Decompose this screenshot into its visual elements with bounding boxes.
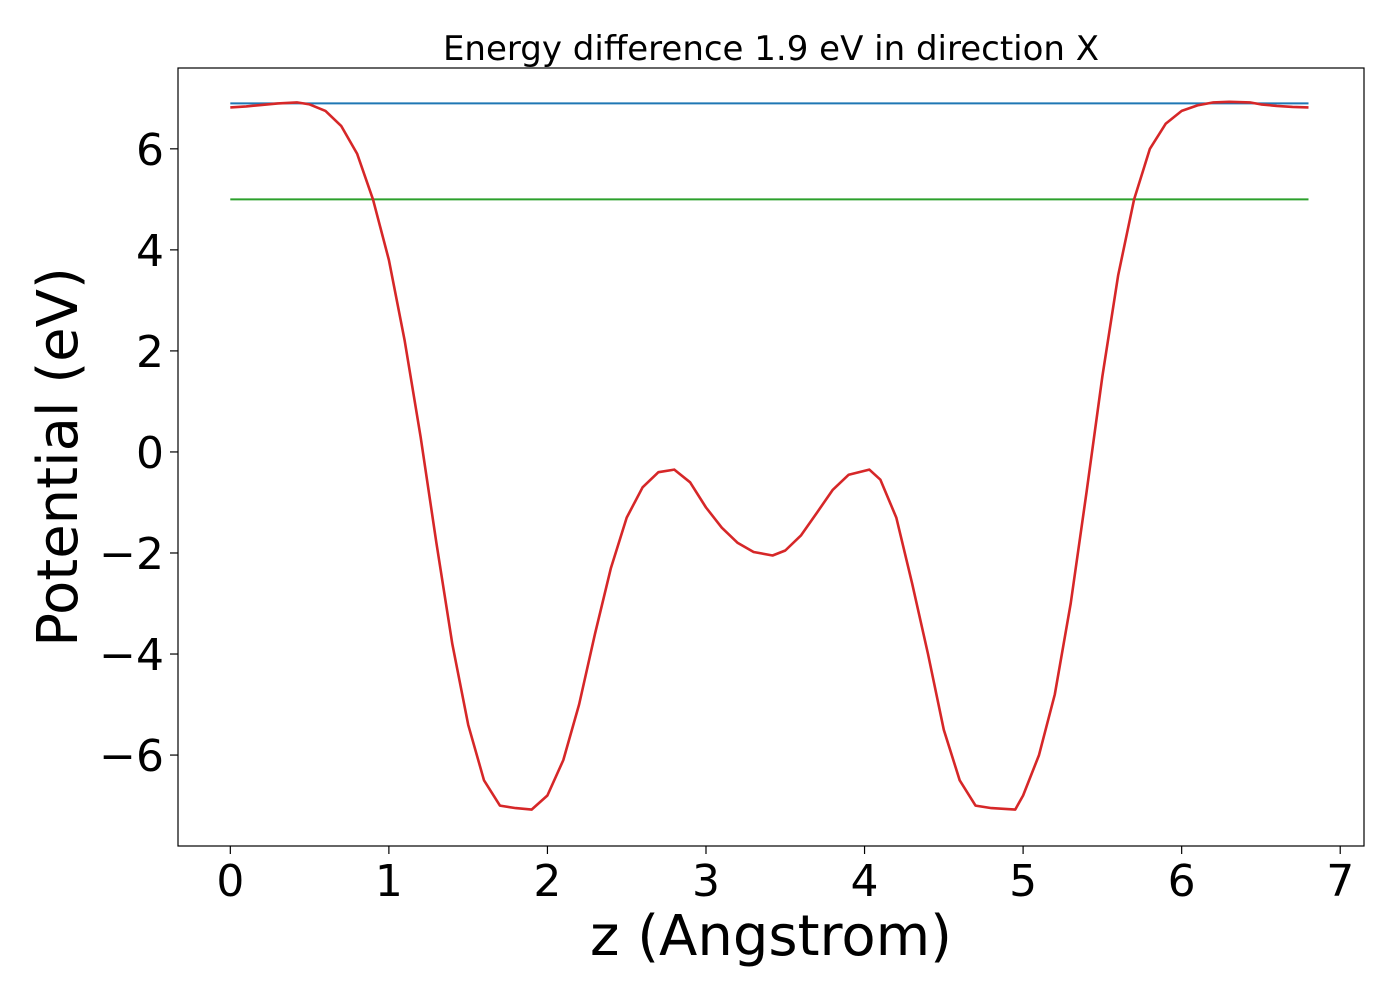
x-axis-ticks: 0 1 2 3 4 5 6 7: [216, 846, 1354, 907]
x-tick-label: 2: [533, 856, 561, 907]
x-tick-label: 0: [216, 856, 244, 907]
y-tick-label: −6: [99, 731, 164, 782]
y-axis-label: Potential (eV): [26, 267, 91, 647]
y-tick-label: −4: [99, 630, 164, 681]
y-tick-label: 6: [136, 125, 164, 176]
y-axis-ticks: −6 −4 −2 0 2 4 6: [99, 125, 178, 782]
y-tick-label: 4: [136, 226, 164, 277]
y-tick-label: 2: [136, 327, 164, 378]
x-axis-label: z (Angstrom): [590, 904, 952, 969]
y-tick-label: 0: [136, 428, 164, 479]
x-tick-label: 1: [375, 856, 403, 907]
plot-frame: [177, 67, 1365, 847]
chart-title: Energy difference 1.9 eV in direction X: [443, 29, 1099, 69]
x-tick-label: 7: [1326, 856, 1354, 907]
x-tick-label: 6: [1168, 856, 1196, 907]
plot-lines: [230, 100, 1309, 811]
x-tick-label: 3: [692, 856, 720, 907]
x-tick-label: 5: [1009, 856, 1037, 907]
series-line-2: [230, 100, 1309, 811]
y-tick-label: −2: [99, 529, 164, 580]
x-tick-label: 4: [851, 856, 879, 907]
